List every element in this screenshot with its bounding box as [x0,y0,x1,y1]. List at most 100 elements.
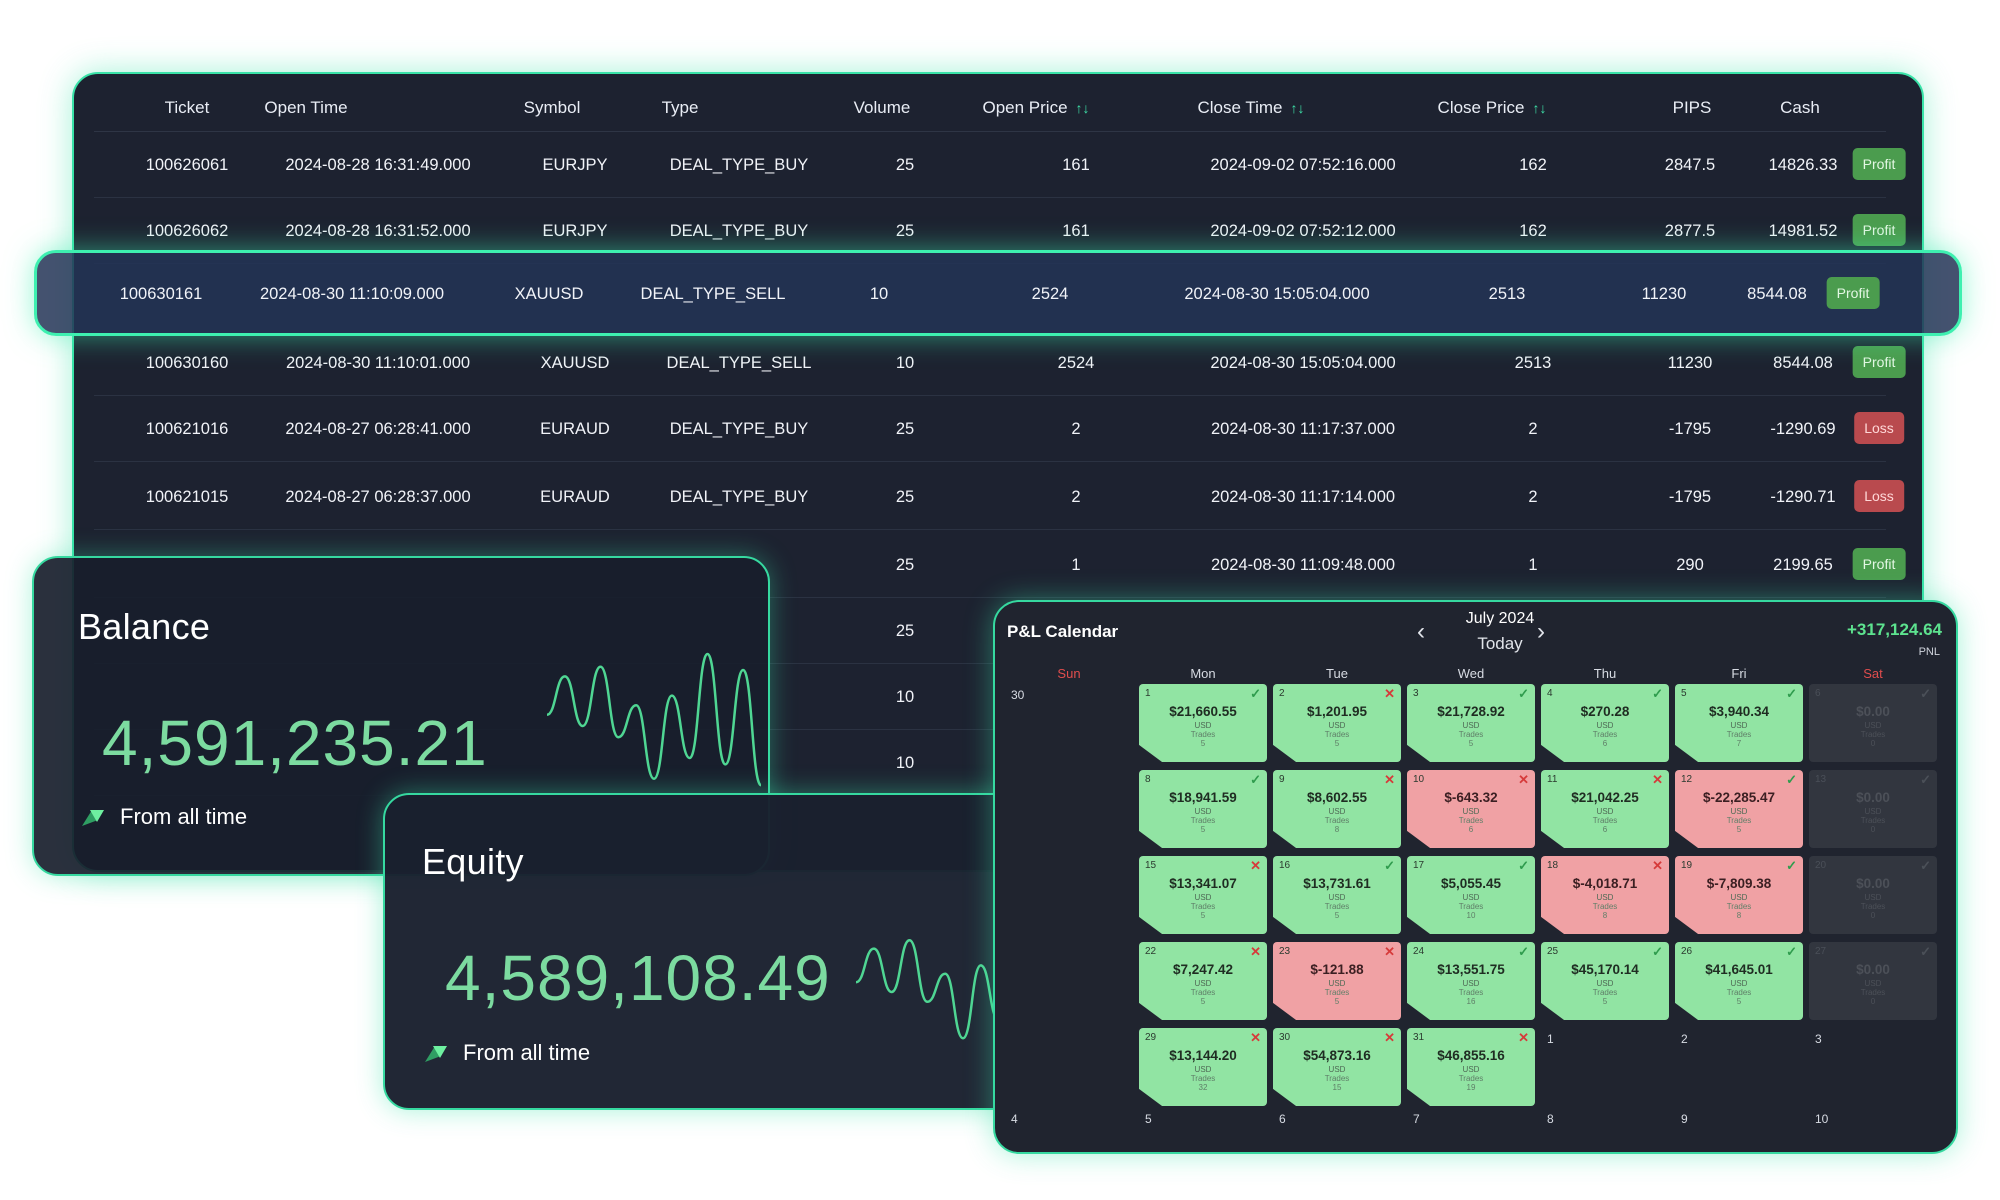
close-icon: ✕ [1250,944,1261,959]
calendar-day-cell[interactable]: 16 $13,731.61 USD Trades 5 ✓ [1273,856,1401,934]
col-close-price-label: Close Price [1437,98,1525,117]
calendar-day-cell[interactable]: 3 $21,728.92 USD Trades 5 ✓ [1407,684,1535,762]
calendar-day-cell[interactable]: 8 $18,941.59 USD Trades 5 ✓ [1139,770,1267,848]
today-button[interactable]: Today [1477,634,1523,653]
calendar-day-cell[interactable]: 5 $3,940.34 USD Trades 7 ✓ [1675,684,1803,762]
sort-icon[interactable]: ↑↓ [1532,100,1547,116]
day-number: 27 [1815,946,1827,957]
calendar-day-next[interactable]: 7 [1413,1112,1420,1126]
calendar-day-cell[interactable]: 31 $46,855.16 USD Trades 19 ✕ [1407,1028,1535,1106]
calendar-day-cell[interactable]: 17 $5,055.45 USD Trades 10 ✓ [1407,856,1535,934]
day-trades-label: Trades [1458,816,1484,825]
calendar-day-cell[interactable]: 26 $41,645.01 USD Trades 5 ✓ [1675,942,1803,1020]
table-row[interactable]: 100621016 2024-08-27 06:28:41.000 EURAUD DE… [94,396,1904,462]
calendar-day-cell[interactable]: 6 $0.00 USD Trades 0 ✓ [1809,684,1937,762]
calendar-day-cell[interactable]: 1 $21,660.55 USD Trades 5 ✓ [1139,684,1267,762]
calendar-day-cell[interactable]: 30 $54,873.16 USD Trades 15 ✕ [1273,1028,1401,1106]
day-currency: USD [1462,893,1480,902]
calendar-day-next[interactable]: 2 [1681,1032,1688,1046]
col-pips[interactable]: PIPS [1672,98,1712,117]
day-trades-label: Trades [1190,1074,1216,1083]
calendar-day-cell[interactable]: 12 $-22,285.47 USD Trades 5 ✓ [1675,770,1803,848]
calendar-day-next[interactable]: 1 [1547,1032,1554,1046]
day-number: 26 [1681,946,1693,957]
calendar-day-cell[interactable]: 11 $21,042.25 USD Trades 6 ✕ [1541,770,1669,848]
col-ticket[interactable]: Ticket [164,98,210,117]
day-pnl-amount: $18,941.59 [1169,790,1237,805]
table-row[interactable]: 10 [94,664,1886,730]
calendar-day-cell[interactable]: 24 $13,551.75 USD Trades 16 ✓ [1407,942,1535,1020]
calendar-day-next[interactable]: 4 [1011,1112,1018,1126]
cell-close-time: 2024-08-30 11:17:14.000 [1210,488,1396,506]
table-row[interactable]: 25 [94,598,1886,664]
day-pnl-amount: $8,602.55 [1306,790,1368,805]
table-row[interactable]: 100630160 2024-08-30 11:10:01.000 XAUUSD DE… [94,330,1906,396]
col-open-time[interactable]: Open Time [264,98,348,117]
cell-close-price: 2 [1528,420,1538,438]
calendar-day-cell[interactable]: 27 $0.00 USD Trades 0 ✓ [1809,942,1937,1020]
calendar-day-prev[interactable]: 30 [1011,688,1025,702]
calendar-day-cell[interactable]: 23 $-121.88 USD Trades 5 ✕ [1273,942,1401,1020]
day-trades-label: Trades [1190,988,1216,997]
table-row[interactable]: 100621015 2024-08-27 06:28:37.000 EURAUD DE… [94,464,1904,530]
col-open-price[interactable]: Open Price ↑↓ [982,98,1089,118]
cell-close-time: 2024-09-02 07:52:16.000 [1210,156,1396,174]
day-number: 1 [1145,688,1151,699]
sort-icon[interactable]: ↑↓ [1290,100,1305,116]
cell-open-price: 161 [1062,156,1090,174]
day-number: 20 [1815,860,1827,871]
next-month-icon[interactable]: › [1537,618,1545,645]
cell-volume: 10 [869,285,889,303]
weekday-sun: Sun [1057,666,1081,681]
balance-period[interactable]: From all time [80,804,247,830]
day-trade-count: 0 [1870,825,1876,834]
calendar-day-next[interactable]: 3 [1815,1032,1822,1046]
col-close-price[interactable]: Close Price ↑↓ [1438,98,1547,118]
calendar-day-cell[interactable]: 4 $270.28 USD Trades 6 ✓ [1541,684,1669,762]
calendar-day-next[interactable]: 8 [1547,1112,1554,1126]
calendar-day-cell[interactable]: 25 $45,170.14 USD Trades 5 ✓ [1541,942,1669,1020]
cell-cash: 8544.08 [1747,285,1807,303]
calendar-day-cell[interactable]: 29 $13,144.20 USD Trades 32 ✕ [1139,1028,1267,1106]
col-volume[interactable]: Volume [853,98,911,117]
day-trade-count: 5 [1200,911,1206,920]
day-trades-label: Trades [1190,730,1216,739]
cell-open-time: 2024-08-27 06:28:37.000 [285,488,471,506]
calendar-day-cell[interactable]: 20 $0.00 USD Trades 0 ✓ [1809,856,1937,934]
cell-cash: 2199.65 [1773,556,1833,574]
calendar-day-next[interactable]: 5 [1145,1112,1152,1126]
calendar-day-cell[interactable]: 10 $-643.32 USD Trades 6 ✕ [1407,770,1535,848]
calendar-day-cell[interactable]: 15 $13,341.07 USD Trades 5 ✕ [1139,856,1267,934]
day-number: 6 [1815,688,1821,699]
prev-month-icon[interactable]: ‹ [1417,618,1425,645]
cell-open-price: 161 [1062,222,1090,240]
day-pnl-amount: $0.00 [1856,962,1890,977]
sort-icon[interactable]: ↑↓ [1075,100,1090,116]
calendar-day-next[interactable]: 9 [1681,1112,1688,1126]
day-trades-label: Trades [1860,816,1886,825]
calendar-day-cell[interactable]: 13 $0.00 USD Trades 0 ✓ [1809,770,1937,848]
col-symbol[interactable]: Symbol [523,98,581,117]
equity-period[interactable]: From all time [423,1040,590,1066]
calendar-day-cell[interactable]: 22 $7,247.42 USD Trades 5 ✕ [1139,942,1267,1020]
calendar-day-cell[interactable]: 9 $8,602.55 USD Trades 8 ✕ [1273,770,1401,848]
cell-volume: 25 [895,156,915,174]
balance-title: Balance [78,606,211,647]
calendar-day-cell[interactable]: 19 $-7,809.38 USD Trades 8 ✓ [1675,856,1803,934]
highlighted-trade-row[interactable]: 100630161 2024-08-30 11:10:09.000 XAUUSD… [34,250,1962,336]
calendar-day-next[interactable]: 10 [1815,1112,1829,1126]
calendar-day-next[interactable]: 6 [1279,1112,1286,1126]
day-number: 12 [1681,774,1693,785]
col-close-time[interactable]: Close Time ↑↓ [1197,98,1304,118]
day-trade-count: 8 [1602,911,1608,920]
calendar-day-cell[interactable]: 2 $1,201.95 USD Trades 5 ✕ [1273,684,1401,762]
col-cash[interactable]: Cash [1780,98,1820,117]
day-trades-label: Trades [1860,902,1886,911]
col-type[interactable]: Type [661,98,699,117]
day-number: 31 [1413,1032,1425,1043]
table-row[interactable]: 100626061 2024-08-28 16:31:49.000 EURJPY DE… [94,132,1906,198]
calendar-day-cell[interactable]: 18 $-4,018.71 USD Trades 8 ✕ [1541,856,1669,934]
day-trade-count: 5 [1334,997,1340,1006]
day-trade-count: 5 [1468,739,1474,748]
table-row[interactable]: 25 1 2024-08-30 11:09:48.000 1 290 2199.65 Pro… [94,532,1906,598]
